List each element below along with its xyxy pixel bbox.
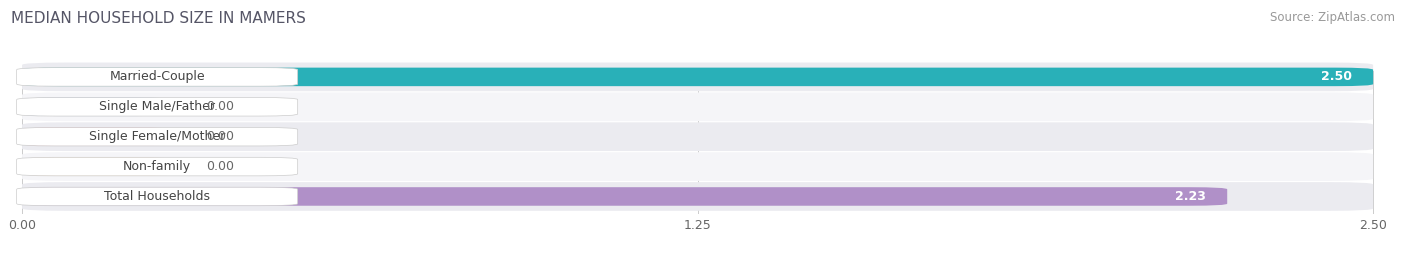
FancyBboxPatch shape xyxy=(17,157,298,176)
Text: 0.00: 0.00 xyxy=(205,100,233,113)
Text: Single Female/Mother: Single Female/Mother xyxy=(89,130,225,143)
Text: Non-family: Non-family xyxy=(124,160,191,173)
FancyBboxPatch shape xyxy=(22,187,1227,206)
Text: 2.50: 2.50 xyxy=(1320,70,1351,83)
Text: Married-Couple: Married-Couple xyxy=(110,70,205,83)
FancyBboxPatch shape xyxy=(17,98,298,116)
FancyBboxPatch shape xyxy=(22,127,173,146)
FancyBboxPatch shape xyxy=(17,68,298,86)
Text: Single Male/Father: Single Male/Father xyxy=(100,100,215,113)
FancyBboxPatch shape xyxy=(22,92,1374,121)
FancyBboxPatch shape xyxy=(22,157,173,176)
Text: 2.23: 2.23 xyxy=(1175,190,1205,203)
FancyBboxPatch shape xyxy=(17,127,298,146)
FancyBboxPatch shape xyxy=(22,152,1374,181)
Text: MEDIAN HOUSEHOLD SIZE IN MAMERS: MEDIAN HOUSEHOLD SIZE IN MAMERS xyxy=(11,11,307,26)
FancyBboxPatch shape xyxy=(22,98,173,116)
FancyBboxPatch shape xyxy=(22,68,1374,86)
Text: Source: ZipAtlas.com: Source: ZipAtlas.com xyxy=(1270,11,1395,24)
FancyBboxPatch shape xyxy=(22,122,1374,151)
Text: Total Households: Total Households xyxy=(104,190,209,203)
FancyBboxPatch shape xyxy=(22,62,1374,91)
FancyBboxPatch shape xyxy=(22,182,1374,211)
FancyBboxPatch shape xyxy=(17,187,298,206)
Text: 0.00: 0.00 xyxy=(205,160,233,173)
Text: 0.00: 0.00 xyxy=(205,130,233,143)
